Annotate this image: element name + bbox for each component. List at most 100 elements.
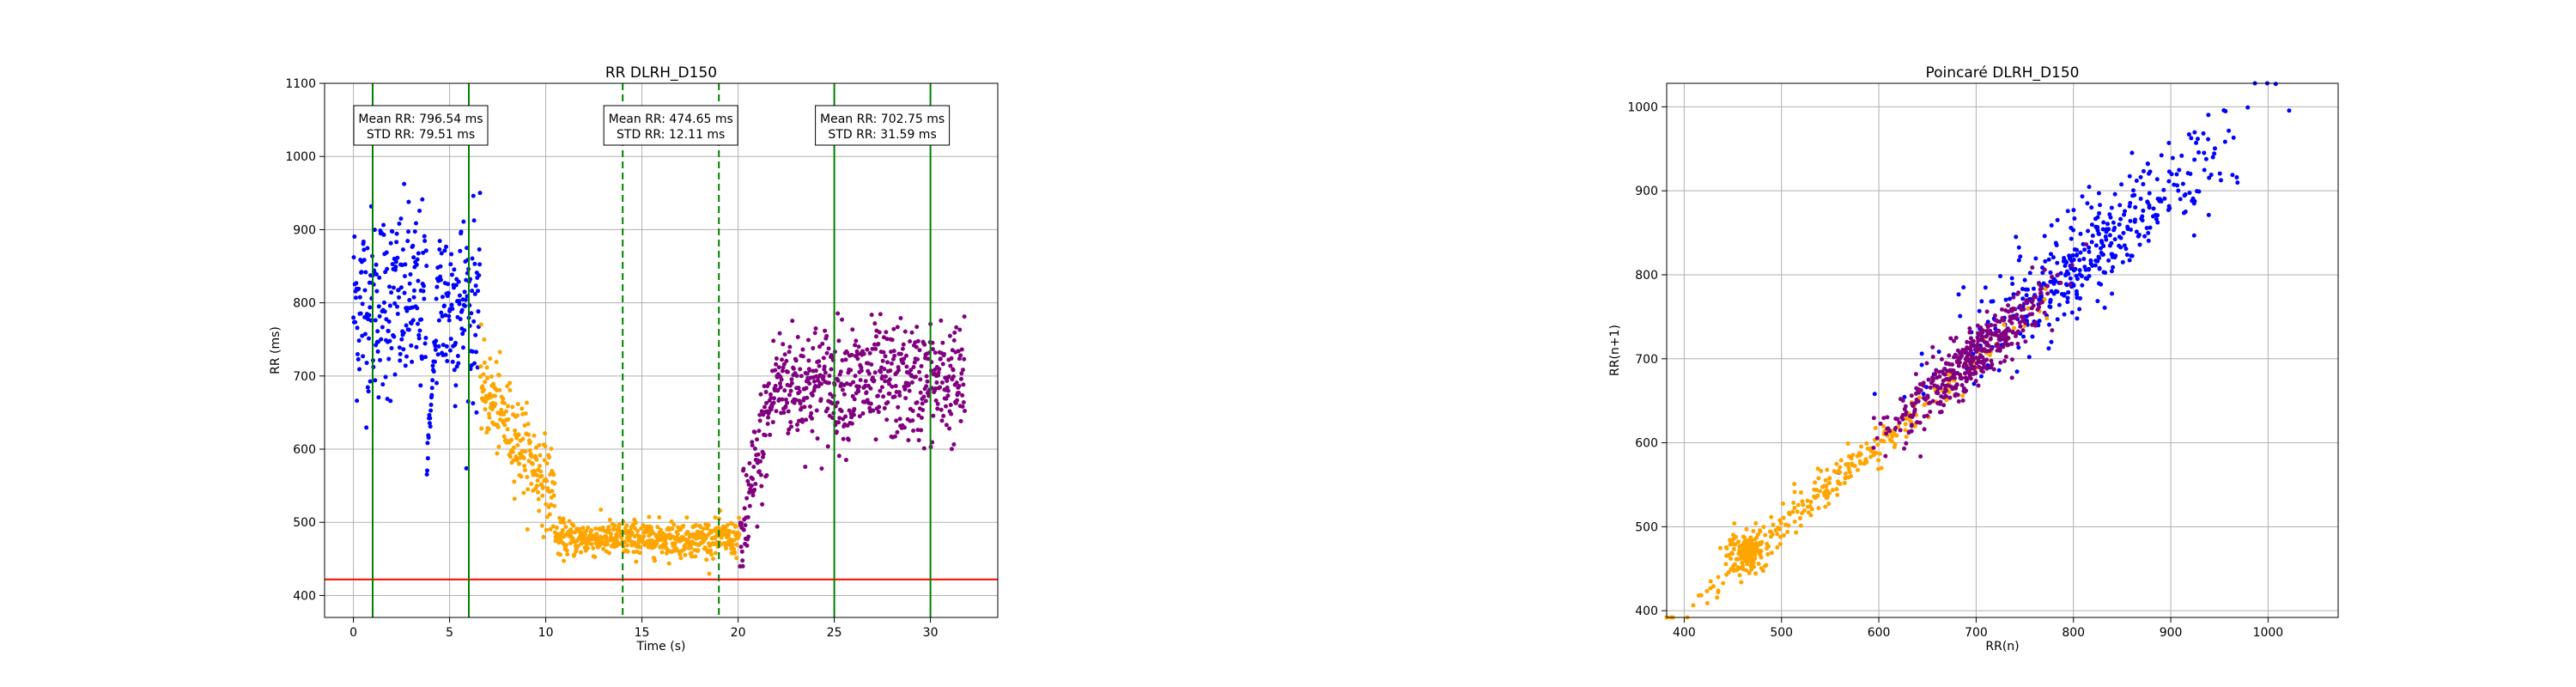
poincare-x-tick-label: 700 [1965,626,1988,640]
rr-point [382,309,387,314]
rr-point [389,346,394,351]
rr-point [773,383,778,388]
poincare-point [2048,304,2053,309]
rr-point [738,520,744,526]
poincare-point [2008,296,2013,301]
poincare-point [2075,316,2080,321]
rr-point [888,368,893,374]
rr-point [924,384,929,389]
poincare-point [2087,249,2092,254]
rr-point [374,272,379,277]
poincare-point [1977,308,1982,313]
rr-point [525,474,530,479]
poincare-point [1728,556,1734,562]
rr-point [834,429,839,435]
rr-point [380,325,385,330]
rr-point [878,388,883,393]
poincare-point [2007,328,2012,333]
stats-box [353,105,489,146]
rr-y-tick-label: 1100 [285,77,316,91]
poincare-point [1967,370,1972,375]
rr-point [539,523,544,528]
poincare-point [2041,281,2046,286]
rr-point [606,528,611,533]
rr-point [912,360,917,365]
rr-point [360,333,365,338]
poincare-point [1815,466,1820,471]
poincare-point [1842,480,1847,485]
poincare-point [2106,227,2111,232]
poincare-point [1953,352,1958,357]
poincare-point [1814,487,1819,492]
rr-point [548,526,553,532]
rr-point [447,318,452,323]
rr-point [865,347,870,352]
poincare-point [1989,346,1994,351]
rr-point [922,342,927,347]
rr-point [895,325,900,330]
rr-point [920,401,925,406]
rr-point [760,502,765,507]
poincare-point [1748,559,1753,564]
rr-point [732,538,737,543]
poincare-point [1739,548,1744,553]
rr-x-tick-label: 10 [538,626,554,640]
rr-point [362,288,368,293]
rr-point [450,307,455,312]
poincare-point [2005,343,2010,348]
poincare-point [2071,228,2076,233]
poincare-point [2023,287,2028,292]
poincare-point [2196,150,2202,155]
poincare-point [1936,350,1941,355]
rr-y-tick-label: 700 [293,370,316,384]
rr-point [432,359,437,364]
poincare-point [1834,461,1839,466]
poincare-point [1934,368,1939,373]
poincare-point [1922,414,1927,419]
poincare-point [1984,343,1990,348]
rr-point [422,239,428,244]
poincare-point [2046,322,2051,327]
rr-point [612,523,617,528]
mean-rr-label: Mean RR: 474.65 ms [609,112,733,126]
poincare-point [1971,338,1976,344]
poincare-point [1850,461,1855,466]
poincare-point [2122,243,2127,248]
poincare-point [2147,191,2152,196]
rr-point [410,318,416,323]
poincare-point [2071,283,2076,289]
rr-point [944,423,949,428]
poincare-point [1756,562,1761,567]
rr-point [873,346,878,351]
poincare-point [2014,234,2019,240]
rr-point [785,369,790,374]
rr-point [415,257,420,262]
rr-point [887,377,892,382]
poincare-point [2077,307,2082,312]
rr-point [494,359,499,364]
rr-point [362,331,368,337]
rr-point [563,525,568,530]
rr-point [585,546,590,551]
rr-point [919,416,924,421]
rr-point [884,337,890,342]
rr-point [935,406,940,411]
poincare-point [2095,299,2100,304]
poincare-point [1877,451,1882,456]
rr-point [470,289,475,294]
poincare-point [1765,546,1770,551]
rr-point [427,421,432,426]
rr-x-tick-label: 25 [827,626,842,640]
poincare-point [1947,353,1952,358]
rr-point [462,328,467,333]
rr-point [517,461,522,466]
rr-point [584,528,589,533]
rr-point [849,352,854,357]
rr-point [813,325,818,331]
rr-point [401,347,406,352]
rr-point [797,389,802,394]
rr-point [800,354,805,359]
rr-point [521,455,526,460]
rr-point [483,399,489,404]
rr-point [786,431,791,436]
